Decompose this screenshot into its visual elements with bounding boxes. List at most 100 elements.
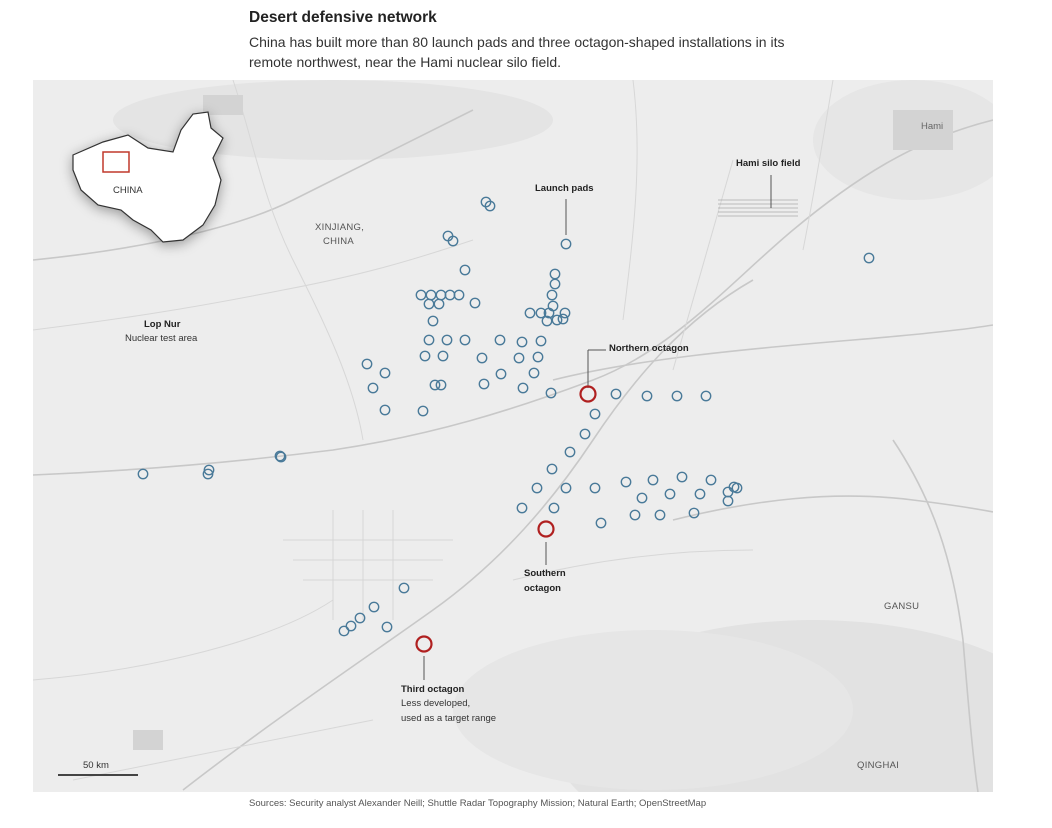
launch-pad-marker: [437, 350, 449, 362]
launch-pad-marker: [419, 350, 431, 362]
label-launch-pads: Launch pads: [535, 183, 594, 194]
launch-pad-marker: [495, 368, 507, 380]
launch-pad-marker: [444, 289, 456, 301]
launch-pad-marker: [484, 200, 496, 212]
launch-pad-marker: [546, 289, 558, 301]
launch-pad-marker: [423, 334, 435, 346]
launch-pad-marker: [543, 307, 555, 319]
launch-pad-marker: [559, 307, 571, 319]
label-southern-octagon: Southern: [524, 568, 566, 579]
launch-pad-marker: [548, 502, 560, 514]
launch-pad-marker: [476, 352, 488, 364]
road-network: [33, 109, 993, 792]
launch-pad-marker: [524, 307, 536, 319]
launch-pad-marker: [398, 582, 410, 594]
minor-roads: [33, 80, 834, 781]
launch-pad-marker: [728, 481, 740, 493]
launch-pad-marker: [589, 408, 601, 420]
launch-pad-marker: [415, 289, 427, 301]
map: CHINA Hami Hami silo field Launch pads X…: [33, 80, 993, 792]
launch-pad-marker: [441, 334, 453, 346]
launch-pad-marker: [202, 468, 214, 480]
launch-pad-marker: [423, 298, 435, 310]
northern-octagon-marker: [579, 385, 597, 403]
launch-pad-marker: [641, 390, 653, 402]
launch-pad-marker: [435, 379, 447, 391]
label-third-octagon: Third octagon: [401, 684, 465, 695]
label-third-octagon-note-2: used as a target range: [401, 713, 497, 724]
launch-pad-marker: [494, 334, 506, 346]
launch-pad-marker: [429, 379, 441, 391]
launch-pad-marker: [694, 488, 706, 500]
launch-pad-marker: [579, 428, 591, 440]
label-gansu: GANSU: [884, 601, 920, 612]
launch-pad-marker: [274, 450, 286, 462]
launch-pad-marker: [549, 278, 561, 290]
launch-pad-marker: [546, 463, 558, 475]
launch-pad-marker: [589, 482, 601, 494]
leader-lines: [423, 175, 772, 680]
silo-field-area: [718, 199, 798, 217]
scale-bar: [58, 774, 138, 776]
launch-pad-marker: [688, 507, 700, 519]
launch-pad-marker: [513, 352, 525, 364]
launch-pad-marker: [549, 268, 561, 280]
launch-pad-marker: [700, 390, 712, 402]
launch-pad-marker: [381, 621, 393, 633]
launch-pad-marker: [137, 468, 149, 480]
southern-octagon-marker: [537, 520, 555, 538]
launch-pad-marker: [516, 336, 528, 348]
launch-pad-marker: [654, 509, 666, 521]
label-southern-octagon-2: octagon: [524, 583, 561, 594]
launch-pad-marker: [361, 358, 373, 370]
launch-pad-marker: [417, 405, 429, 417]
launch-pad-marker: [516, 502, 528, 514]
launch-pad-marker: [722, 495, 734, 507]
launch-pad-marker: [354, 612, 366, 624]
launch-pad-marker: [203, 464, 215, 476]
label-nuclear-test-area: Nuclear test area: [125, 333, 198, 344]
scale-label: 50 km: [83, 760, 109, 771]
town-areas: [133, 95, 953, 750]
launch-pad-marker: [636, 492, 648, 504]
label-xinjiang-china: CHINA: [323, 236, 355, 247]
launch-pad-marker: [647, 474, 659, 486]
chart-title: Desert defensive network: [249, 9, 437, 26]
map-canvas: [33, 80, 993, 792]
china-inset-map: [72, 111, 224, 243]
label-third-octagon-note: Less developed,: [401, 698, 471, 709]
launch-pad-marker: [664, 488, 676, 500]
launch-pad-marker: [560, 238, 572, 250]
launch-pad-marker: [705, 474, 717, 486]
launch-pad-marker: [564, 446, 576, 458]
launch-pad-marker: [560, 482, 572, 494]
launch-pad-marker: [459, 264, 471, 276]
launch-pad-marker: [478, 378, 490, 390]
launch-pad-marker: [595, 517, 607, 529]
source-note: Sources: Security analyst Alexander Neil…: [249, 798, 707, 809]
label-xinjiang: XINJIANG,: [315, 222, 365, 233]
label-hami-silo-field: Hami silo field: [736, 158, 801, 169]
launch-pad-marker: [425, 289, 437, 301]
launch-pad-marker: [676, 471, 688, 483]
label-hami: Hami: [921, 121, 944, 132]
launch-pad-marker: [368, 601, 380, 613]
launch-pad-marker: [531, 482, 543, 494]
third-octagon-marker: [415, 635, 433, 653]
label-qinghai: QINGHAI: [857, 760, 900, 771]
launch-pad-marker: [610, 388, 622, 400]
launch-pad-marker: [671, 390, 683, 402]
launch-pad-marker: [469, 297, 481, 309]
launch-pad-marker: [722, 486, 734, 498]
launch-pad-marker: [435, 289, 447, 301]
launch-pad-marker: [629, 509, 641, 521]
launch-pad-marker: [433, 298, 445, 310]
launch-pad-marker: [517, 382, 529, 394]
launch-pad-marker: [459, 334, 471, 346]
chart-subtitle: China has built more than 80 launch pads…: [249, 34, 785, 70]
launch-pad-marker: [275, 451, 287, 463]
launch-pad-marker: [367, 382, 379, 394]
launch-pad-marker: [379, 404, 391, 416]
octagon-markers: [415, 385, 597, 653]
launch-pad-marker: [338, 625, 350, 637]
